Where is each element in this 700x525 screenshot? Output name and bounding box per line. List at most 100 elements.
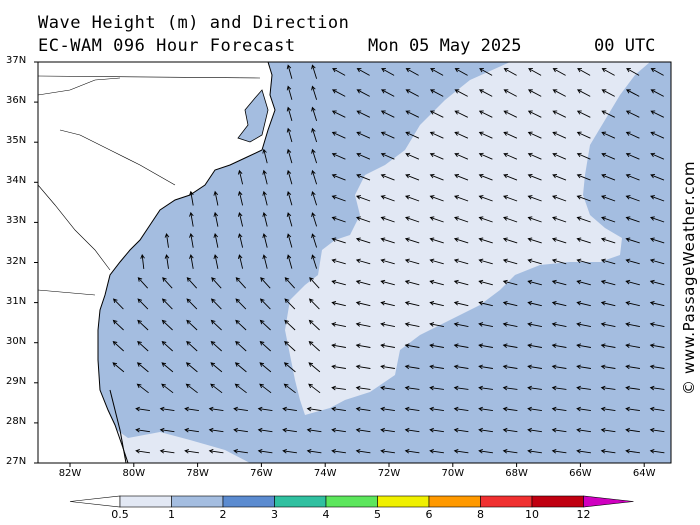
- wave-arrow: [503, 89, 517, 97]
- colorbar-segment: [119, 495, 172, 508]
- wave-arrow: [404, 343, 420, 348]
- wave-arrow: [429, 237, 444, 244]
- wave-arrow: [429, 343, 444, 348]
- wave-arrow: [257, 448, 273, 454]
- wave-arrow: [503, 131, 518, 139]
- wave-arrow: [286, 169, 293, 185]
- lat-label: 33N: [6, 215, 27, 227]
- wave-arrow: [551, 427, 567, 433]
- wave-arrow: [600, 279, 616, 286]
- wave-arrow: [429, 173, 444, 181]
- wave-arrow: [528, 68, 542, 76]
- wave-arrow: [331, 110, 346, 118]
- wave-arrow: [355, 279, 371, 286]
- wave-arrow: [112, 340, 125, 352]
- wave-arrow: [502, 385, 518, 391]
- wave-arrow: [355, 385, 371, 391]
- wave-arrow: [262, 254, 268, 269]
- wave-arrow: [478, 300, 493, 307]
- colorbar-segment: [428, 495, 481, 508]
- wave-arrow: [405, 68, 419, 76]
- wave-arrow: [237, 190, 244, 206]
- wave-arrow: [380, 216, 395, 223]
- wave-arrow: [576, 343, 591, 348]
- wave-arrow: [309, 277, 320, 289]
- wave-arrow: [259, 319, 271, 331]
- wave-arrow: [237, 254, 244, 269]
- wave-arrow: [601, 110, 615, 118]
- wave-arrow: [601, 89, 615, 97]
- wave-arrow: [600, 343, 616, 348]
- wave-arrow: [331, 385, 346, 391]
- wave-arrow: [478, 364, 493, 370]
- wave-arrow: [380, 364, 395, 370]
- wave-arrow: [625, 448, 640, 454]
- wave-arrow: [649, 322, 665, 328]
- wave-arrow: [210, 319, 222, 331]
- lat-label: 35N: [6, 135, 27, 147]
- wave-arrow: [213, 232, 219, 248]
- wave-arrow: [184, 448, 199, 454]
- wave-arrow: [625, 110, 640, 118]
- wave-arrow: [405, 110, 419, 118]
- wave-arrow: [478, 152, 493, 160]
- wave-arrow: [600, 258, 616, 265]
- wave-arrow: [235, 319, 247, 331]
- wave-arrow: [503, 173, 518, 181]
- wave-arrow: [308, 383, 321, 394]
- wave-arrow: [262, 190, 268, 206]
- wave-arrow: [649, 237, 665, 244]
- wave-arrow: [527, 300, 542, 307]
- wave-arrow: [552, 131, 567, 139]
- colorbar-label: 4: [322, 508, 330, 521]
- wave-arrow: [478, 448, 493, 454]
- lat-label: 27N: [6, 456, 27, 467]
- wave-arrow: [454, 152, 469, 160]
- wave-arrow: [213, 190, 219, 206]
- wave-direction-arrows: [112, 64, 665, 454]
- wave-arrow: [331, 300, 346, 307]
- wave-arrow: [237, 211, 244, 227]
- wave-arrow: [650, 110, 664, 118]
- wave-arrow: [331, 216, 346, 223]
- wave-arrow: [576, 364, 591, 370]
- wave-arrow: [311, 106, 318, 122]
- wave-arrow: [308, 319, 320, 331]
- wave-arrow: [625, 152, 640, 160]
- wave-arrow: [208, 427, 224, 433]
- wave-arrow: [189, 232, 194, 248]
- wave-arrow: [311, 169, 318, 185]
- colorbar-segment: [274, 495, 327, 508]
- wave-arrow: [283, 383, 296, 394]
- wave-arrow: [576, 216, 591, 223]
- wave-arrow: [551, 237, 567, 244]
- wave-arrow: [331, 237, 346, 244]
- wave-arrow: [601, 68, 615, 76]
- colorbar-label: 8: [477, 508, 484, 521]
- wave-arrow: [159, 406, 175, 412]
- wave-arrow: [306, 427, 322, 433]
- wave-arrow: [161, 340, 174, 352]
- wave-arrow: [429, 406, 444, 412]
- wave-arrow: [380, 279, 395, 286]
- wave-arrow: [527, 152, 542, 160]
- wave-arrow: [454, 89, 468, 97]
- wave-arrow: [502, 322, 518, 328]
- wave-arrow: [282, 406, 297, 412]
- forecast-time: 00 UTC: [594, 36, 656, 56]
- wave-arrow: [331, 152, 346, 160]
- wave-arrow: [311, 254, 318, 269]
- wave-arrow: [282, 448, 297, 454]
- wave-arrow: [308, 340, 321, 352]
- wave-arrow: [405, 195, 420, 202]
- wave-arrow: [210, 362, 223, 373]
- lat-label: 36N: [6, 95, 27, 107]
- lat-label: 28N: [6, 415, 27, 427]
- wave-arrow: [380, 110, 395, 118]
- florida-coast: [109, 389, 127, 463]
- colorbar-high-extension: [583, 495, 634, 508]
- wave-arrow: [601, 152, 616, 160]
- wave-arrow: [527, 427, 542, 433]
- wave-arrow: [404, 427, 420, 433]
- wave-arrow: [503, 152, 518, 160]
